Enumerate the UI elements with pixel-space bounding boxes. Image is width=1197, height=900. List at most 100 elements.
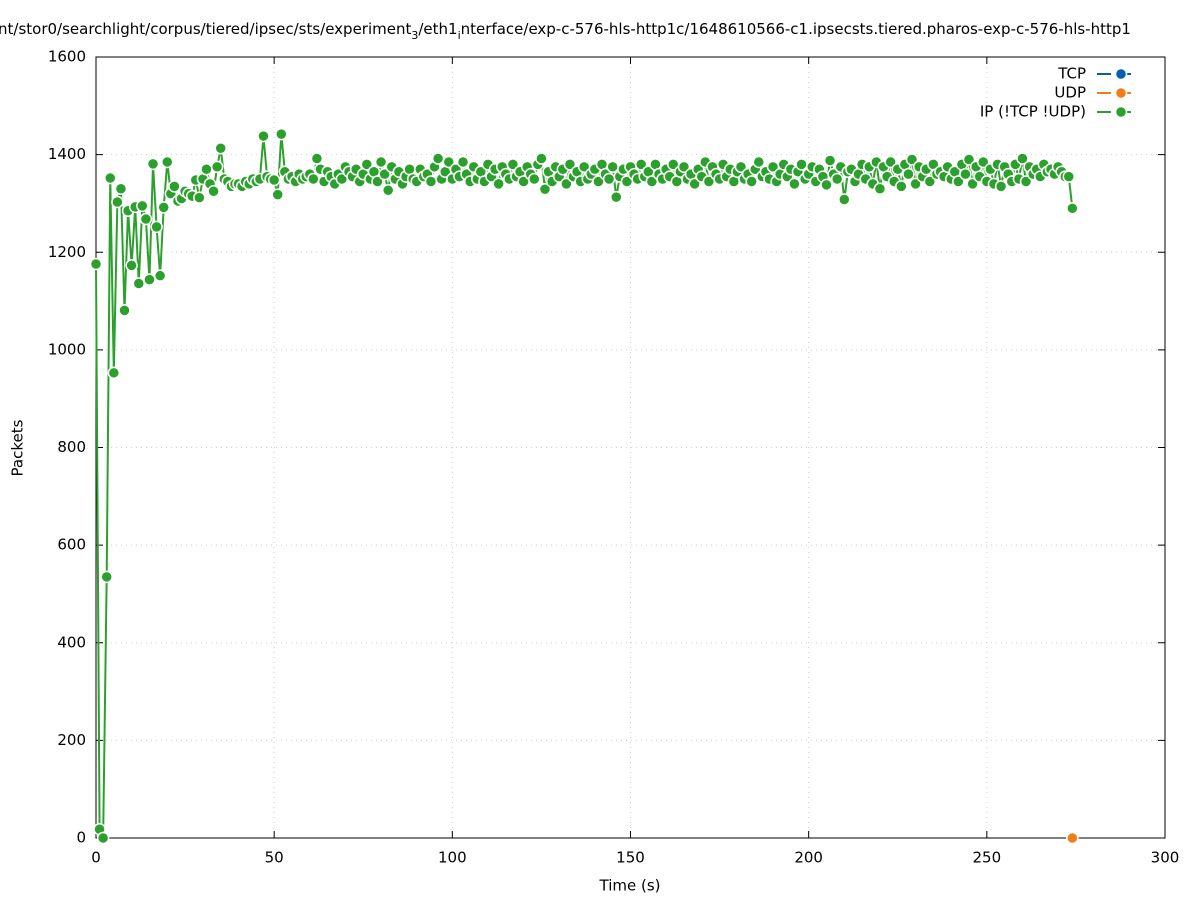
data-point — [952, 175, 965, 188]
data-point — [210, 160, 224, 174]
data-point — [563, 158, 577, 171]
data-point — [788, 177, 801, 191]
data-point — [371, 175, 384, 188]
data-point — [456, 155, 470, 169]
data-point — [923, 175, 937, 188]
data-point — [442, 155, 456, 169]
legend-marker — [1114, 86, 1128, 100]
data-point — [745, 175, 758, 188]
chart-title: nt/stor0/searchlight/corpus/tiered/ipsec… — [0, 20, 1131, 42]
data-point — [820, 178, 833, 192]
data-point — [118, 304, 131, 317]
y-tick-label: 0 — [76, 829, 86, 847]
legend-marker — [1114, 105, 1128, 119]
title-segment: nt/stor0/searchlight/corpus/tiered/ipsec… — [0, 20, 411, 38]
data-point — [200, 163, 213, 176]
data-point — [267, 173, 281, 187]
data-point — [136, 199, 149, 213]
plot-frame — [95, 56, 1166, 839]
data-point — [560, 177, 573, 191]
data-point — [606, 160, 619, 174]
data-point — [909, 177, 922, 191]
x-tick-label: 100 — [438, 849, 467, 867]
x-tick-label: 250 — [973, 849, 1002, 867]
data-point — [609, 190, 623, 204]
data-point — [107, 366, 121, 380]
data-point — [381, 184, 395, 197]
data-point — [823, 154, 837, 167]
data-point — [374, 155, 388, 169]
legend-marker — [1114, 67, 1128, 81]
data-point — [734, 160, 748, 174]
legend-label: TCP — [1057, 65, 1086, 83]
data-point — [602, 172, 616, 186]
data-point — [114, 182, 128, 196]
y-tick-label: 400 — [57, 633, 86, 651]
y-axis-label: Packets — [9, 419, 27, 476]
data-point — [677, 160, 691, 174]
data-point — [795, 158, 808, 171]
data-point — [153, 269, 167, 282]
x-tick-label: 200 — [794, 849, 823, 867]
data-point — [431, 152, 445, 165]
data-point — [207, 184, 220, 198]
data-point — [830, 172, 844, 186]
legend-label: IP (!TCP !UDP) — [980, 103, 1086, 121]
data-point — [257, 129, 270, 143]
data-point — [994, 180, 1008, 193]
data-point — [838, 193, 851, 206]
data-point — [977, 155, 990, 169]
data-point — [873, 182, 887, 196]
y-tick-label: 600 — [57, 536, 86, 554]
data-point — [104, 171, 117, 185]
data-point — [378, 167, 391, 181]
data-point — [905, 153, 919, 166]
data-point — [100, 570, 113, 584]
data-point — [634, 158, 648, 171]
data-point — [214, 142, 227, 155]
data-point — [96, 831, 110, 845]
data-point — [1066, 831, 1079, 845]
data-point — [125, 259, 138, 272]
data-point — [89, 257, 103, 271]
data-point — [193, 191, 206, 204]
data-point — [307, 172, 320, 186]
data-point — [139, 212, 153, 226]
title-subscript: 3 — [411, 29, 418, 42]
data-point — [492, 177, 505, 191]
legend-label: UDP — [1054, 84, 1086, 102]
data-point — [1066, 202, 1079, 215]
y-tick-label: 200 — [57, 731, 86, 749]
x-tick-label: 150 — [616, 849, 645, 867]
y-tick-label: 1600 — [48, 48, 86, 66]
data-point — [132, 277, 146, 290]
y-tick-label: 1200 — [48, 243, 86, 261]
data-point — [959, 167, 972, 181]
data-point — [506, 158, 520, 171]
data-point — [271, 188, 284, 201]
data-point — [360, 158, 374, 171]
data-point — [146, 157, 160, 171]
data-point — [424, 175, 438, 188]
y-tick-label: 1000 — [48, 340, 86, 358]
data-point — [902, 167, 915, 181]
data-point — [161, 155, 174, 169]
data-point — [538, 183, 552, 196]
data-point — [688, 177, 701, 191]
x-tick-label: 0 — [91, 849, 101, 867]
y-tick-label: 1400 — [48, 145, 86, 163]
data-point — [966, 177, 979, 191]
x-tick-label: 300 — [1151, 849, 1180, 867]
data-point — [1019, 175, 1033, 188]
data-point — [275, 127, 288, 141]
data-point — [168, 180, 181, 193]
y-tick-label: 800 — [57, 438, 86, 456]
title-segment: /eth1 — [418, 20, 457, 38]
data-point — [310, 152, 324, 165]
data-point — [1062, 170, 1076, 183]
data-point — [535, 152, 548, 165]
data-point — [895, 180, 908, 193]
data-point — [1016, 152, 1029, 165]
